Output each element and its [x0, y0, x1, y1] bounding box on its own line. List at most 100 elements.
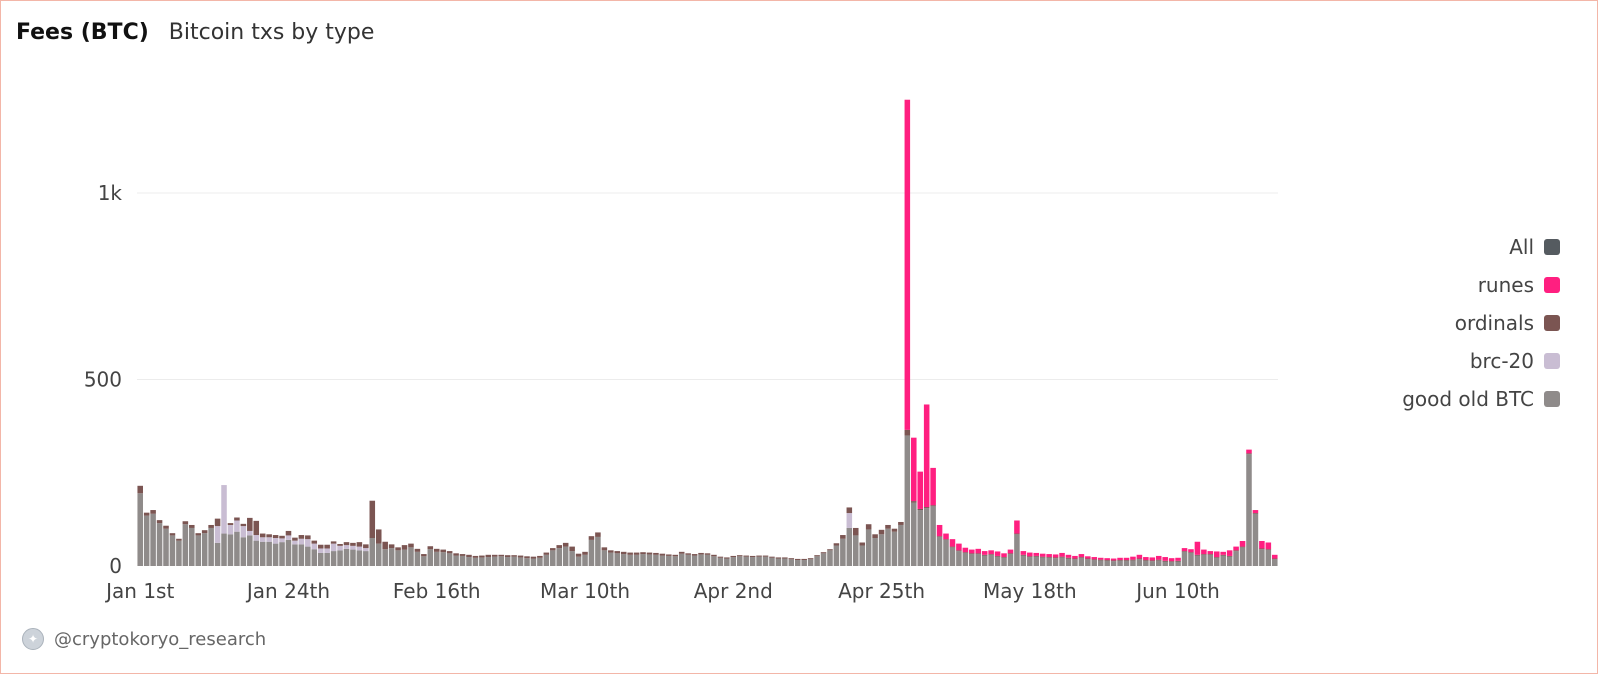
bar-segment-runes	[1175, 557, 1181, 561]
bar-segment-ordinals	[736, 555, 743, 557]
bar-segment-good-old-BTC	[678, 553, 685, 566]
bar-segment-ordinals	[524, 556, 530, 559]
bar-segment-ordinals	[408, 543, 414, 548]
bar-segment-ordinals	[498, 554, 504, 557]
bar-segment-good-old-BTC	[698, 554, 704, 566]
bar-segment-brc-20	[317, 548, 324, 553]
bar-segment-good-old-BTC	[807, 559, 814, 566]
bar-segment-ordinals	[414, 548, 421, 552]
bar-segment-runes	[911, 437, 917, 502]
bar-segment-good-old-BTC	[788, 559, 795, 566]
bar-segment-runes	[1001, 553, 1007, 558]
bar-segment-brc-20	[227, 524, 234, 535]
bar-segment-good-old-BTC	[272, 543, 279, 566]
bar-segment-good-old-BTC	[981, 555, 988, 566]
bar-segment-good-old-BTC	[504, 557, 511, 566]
bar-segment-good-old-BTC	[446, 553, 453, 566]
bar-segment-good-old-BTC	[562, 546, 569, 566]
bar-segment-good-old-BTC	[762, 556, 769, 566]
bar-segment-brc-20	[311, 543, 318, 550]
bar-segment-runes	[1020, 551, 1027, 555]
x-tick-label: Feb 16th	[393, 579, 481, 603]
bar-segment-brc-20	[330, 543, 337, 552]
bar-segment-good-old-BTC	[221, 533, 227, 566]
bar-segment-ordinals	[266, 534, 272, 538]
legend-item-good-old-btc[interactable]: good old BTC	[1402, 387, 1560, 411]
bar-segment-good-old-BTC	[182, 524, 189, 566]
bar-segment-good-old-BTC	[292, 544, 298, 566]
legend-item-brc20[interactable]: brc-20	[1470, 349, 1560, 373]
bar-segment-runes	[1233, 546, 1239, 551]
bar-segment-ordinals	[530, 556, 537, 559]
bar-segment-good-old-BTC	[1001, 557, 1007, 566]
bar-segment-ordinals	[917, 508, 923, 511]
bar-segment-ordinals	[807, 558, 814, 560]
bar-segment-good-old-BTC	[994, 556, 1001, 566]
bar-segment-ordinals	[195, 533, 202, 536]
bar-segment-ordinals	[1123, 560, 1130, 561]
legend-item-all[interactable]: All	[1509, 235, 1560, 259]
bar-segment-runes	[1039, 553, 1046, 557]
bar-segment-good-old-BTC	[666, 555, 672, 566]
bar-segment-ordinals	[440, 549, 446, 553]
bar-segment-ordinals	[305, 535, 311, 540]
bar-segment-ordinals	[1007, 553, 1014, 555]
bar-segment-ordinals	[872, 534, 878, 539]
bar-segment-good-old-BTC	[201, 533, 208, 566]
bar-segment-good-old-BTC	[988, 554, 994, 566]
bar-segment-ordinals	[189, 524, 195, 528]
bar-segment-good-old-BTC	[601, 550, 608, 566]
bar-segment-ordinals	[1246, 453, 1252, 455]
bar-segment-good-old-BTC	[1155, 560, 1162, 566]
bar-segment-good-old-BTC	[266, 541, 272, 566]
bar-segment-good-old-BTC	[840, 538, 846, 566]
bar-segment-ordinals	[395, 547, 401, 551]
bar-segment-ordinals	[401, 545, 408, 550]
bar-segment-ordinals	[176, 538, 182, 541]
legend-item-ordinals[interactable]: ordinals	[1455, 311, 1560, 335]
bar-segment-good-old-BTC	[543, 554, 550, 566]
bar-segment-ordinals	[1078, 557, 1085, 558]
bar-segment-ordinals	[756, 555, 762, 557]
bar-segment-ordinals	[1027, 556, 1033, 558]
bar-segment-ordinals	[640, 552, 646, 555]
bar-segment-good-old-BTC	[949, 547, 956, 566]
bar-segment-ordinals	[240, 523, 247, 527]
bar-segment-brc-20	[846, 513, 853, 528]
bar-segment-good-old-BTC	[427, 549, 434, 566]
bar-segment-good-old-BTC	[150, 513, 156, 566]
bar-segment-ordinals	[1239, 546, 1246, 548]
chart-subtitle: Bitcoin txs by type	[168, 20, 375, 45]
bar-segment-brc-20	[266, 537, 272, 542]
bar-segment-runes	[1046, 554, 1052, 558]
x-tick-label: Apr 25th	[838, 579, 925, 603]
bar-segment-good-old-BTC	[530, 558, 537, 566]
legend-item-runes[interactable]: runes	[1478, 273, 1560, 297]
bar-segment-good-old-BTC	[317, 552, 324, 566]
bar-segment-brc-20	[253, 535, 260, 541]
bar-segment-ordinals	[891, 528, 898, 532]
bar-segment-runes	[1181, 548, 1188, 552]
bar-segment-good-old-BTC	[820, 553, 827, 566]
bar-segment-ordinals	[691, 554, 698, 556]
bar-segment-ordinals	[981, 554, 988, 556]
bar-segment-good-old-BTC	[898, 524, 904, 566]
bar-segment-ordinals	[247, 517, 253, 531]
bar-segment-ordinals	[704, 553, 711, 555]
bar-segment-ordinals	[363, 544, 369, 549]
bar-segment-good-old-BTC	[1220, 555, 1226, 566]
bar-segment-runes	[1033, 552, 1040, 556]
bar-segment-ordinals	[324, 544, 330, 549]
bar-segment-good-old-BTC	[911, 502, 917, 566]
bar-segment-good-old-BTC	[137, 493, 143, 566]
bar-segment-runes	[1014, 520, 1020, 534]
bar-segment-good-old-BTC	[969, 554, 975, 566]
bar-segment-runes	[1117, 557, 1123, 561]
bar-segment-good-old-BTC	[279, 542, 285, 566]
bar-segment-runes	[1226, 550, 1233, 556]
bar-segment-good-old-BTC	[685, 554, 691, 566]
bar-segment-ordinals	[762, 555, 769, 557]
bar-segment-ordinals	[833, 543, 840, 546]
bar-segment-runes	[1123, 557, 1130, 561]
bar-segment-runes	[988, 550, 994, 555]
